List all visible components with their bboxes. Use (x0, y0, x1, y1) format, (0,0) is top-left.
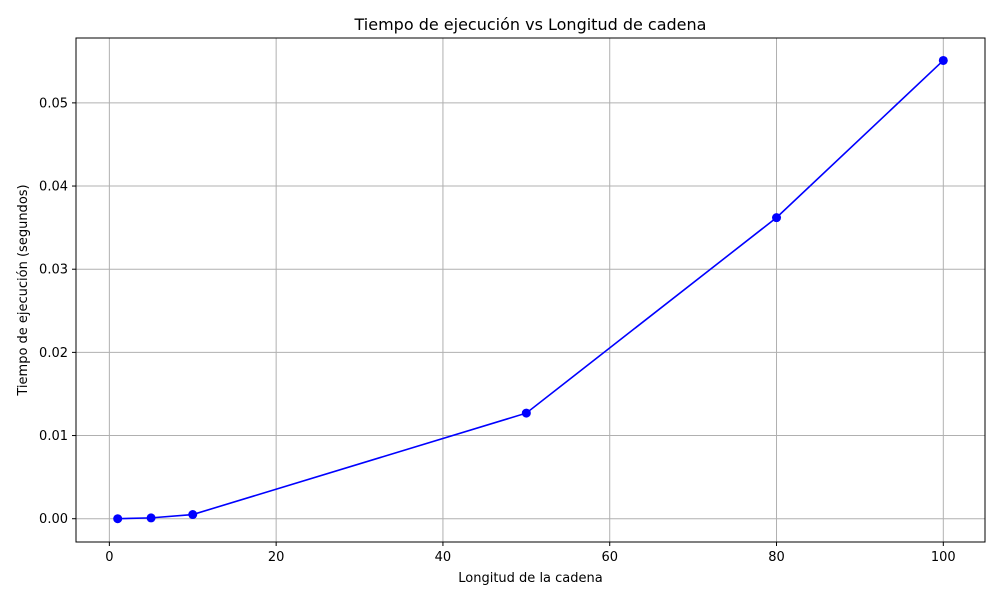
data-point (938, 55, 948, 65)
y-tick-label: 0.03 (39, 263, 68, 278)
y-tick-label: 0.01 (39, 429, 68, 444)
x-tick-label: 60 (601, 550, 618, 565)
series-line (117, 59, 944, 520)
x-tick-label: 80 (768, 550, 785, 565)
y-tick-label: 0.04 (39, 180, 68, 195)
x-axis-label: Longitud de la cadena (458, 571, 602, 586)
x-tick-label: 100 (931, 550, 956, 565)
data-point (188, 510, 198, 520)
y-tick-label: 0.00 (39, 512, 68, 527)
chart-title: Tiempo de ejecución vs Longitud de caden… (354, 15, 707, 34)
y-tick-label: 0.02 (39, 346, 68, 361)
data-point (772, 213, 782, 223)
data-point (521, 408, 531, 418)
data-point (146, 513, 156, 523)
x-tick-label: 20 (268, 550, 285, 565)
x-tick-label: 40 (435, 550, 452, 565)
data-series (113, 55, 948, 524)
data-point (113, 514, 123, 524)
x-tick-label: 0 (105, 550, 113, 565)
y-axis-label: Tiempo de ejecución (segundos) (16, 184, 31, 396)
axis-ticks: 0 20 40 60 80 100 0.00 0.01 0.02 0.03 0.04 0.05 (39, 96, 956, 565)
grid (76, 38, 985, 542)
plot-area (75, 37, 986, 543)
y-tick-label: 0.05 (39, 96, 68, 111)
